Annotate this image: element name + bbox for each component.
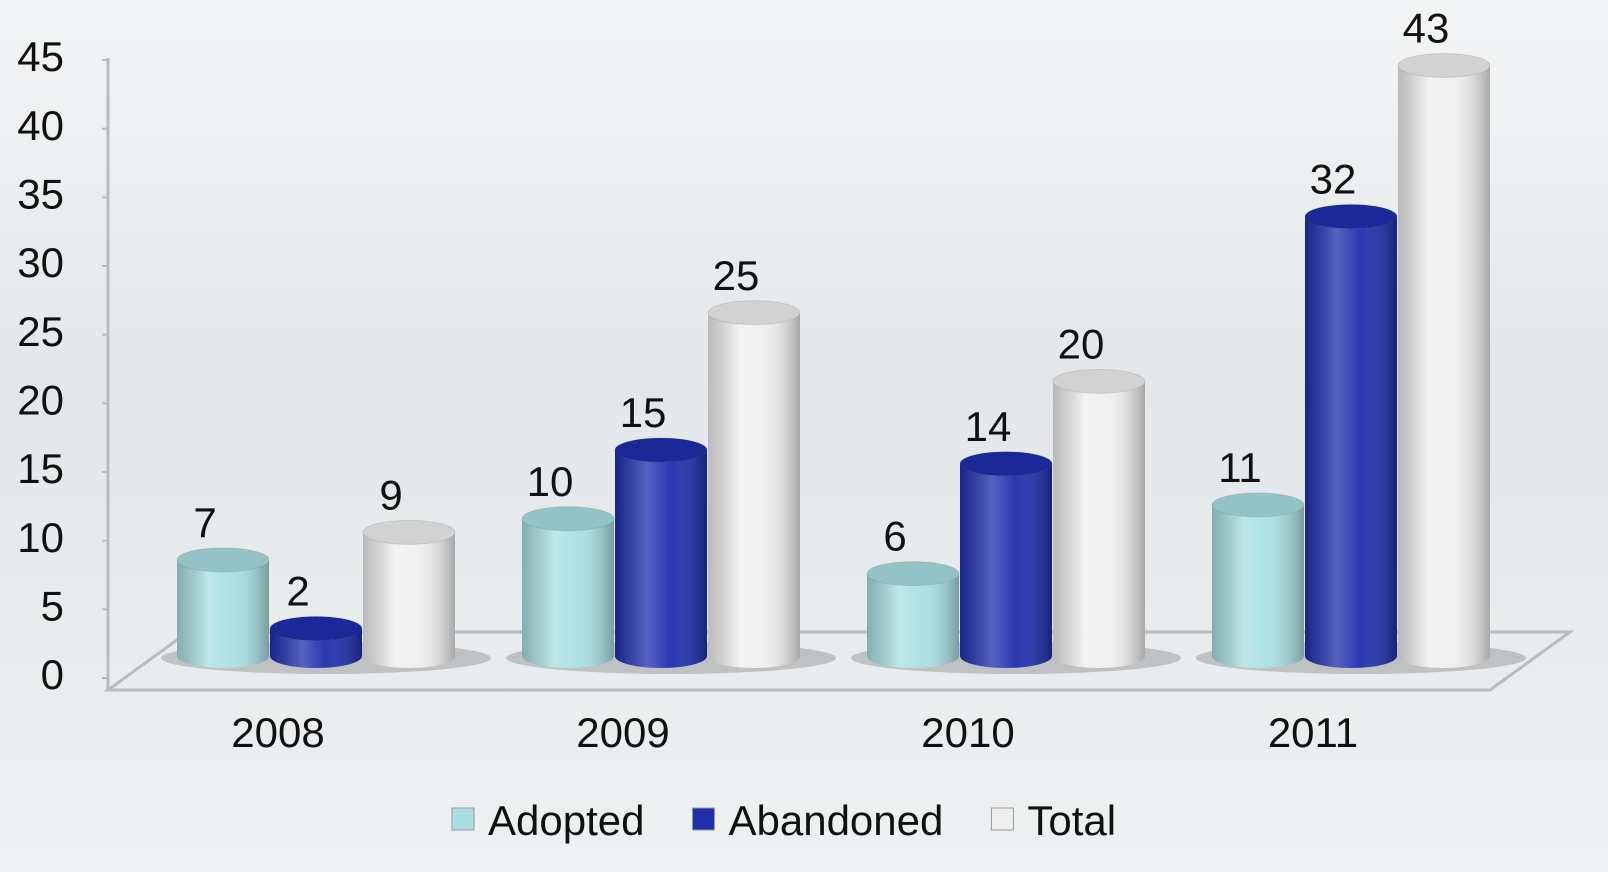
value-label: 7: [193, 499, 216, 546]
value-label: 2: [286, 568, 309, 615]
y-tick-label: 0: [41, 651, 64, 698]
bar-cap-shade: [1305, 205, 1397, 229]
value-label: 9: [379, 471, 402, 518]
value-label: 25: [713, 252, 760, 299]
y-tick-label: 35: [17, 170, 64, 217]
value-label: 15: [620, 389, 667, 436]
y-tick-label: 20: [17, 376, 64, 423]
value-label: 11: [1218, 444, 1262, 491]
y-tick-label: 25: [17, 308, 64, 355]
y-tick-label: 5: [41, 582, 64, 629]
bar-shading: [522, 519, 614, 668]
bar-cap-shade: [270, 617, 362, 641]
value-label: 32: [1310, 156, 1357, 203]
bar-cap-shade: [363, 520, 455, 544]
bar-cap-shade: [960, 452, 1052, 476]
value-label: 43: [1403, 5, 1450, 52]
bar-shading: [615, 450, 707, 668]
value-label: 20: [1058, 320, 1105, 367]
legend-label: Abandoned: [728, 797, 943, 844]
bar-cap-shade: [1053, 369, 1145, 393]
page: 0 5 10 15 20 25 30 35 40 45 2008 7 2 9 2009 10 15 25 2010 6…: [0, 0, 1608, 872]
y-tick-label: 15: [17, 445, 64, 492]
chart: 0 5 10 15 20 25 30 35 40 45 2008 7 2 9 2009 10 15 25 2010 6…: [0, 0, 1608, 872]
legend-label: Adopted: [488, 797, 644, 844]
x-tick-label: 2008: [231, 709, 324, 756]
bar-cap-shade: [1212, 493, 1304, 517]
bar-shading: [708, 313, 800, 668]
x-tick-label: 2009: [576, 709, 669, 756]
bar-cap-shade: [615, 438, 707, 462]
bar-shading: [1212, 505, 1304, 668]
value-label: 6: [883, 513, 906, 560]
y-tick-label: 45: [17, 33, 64, 80]
y-tick-label: 30: [17, 239, 64, 286]
bar-shading: [177, 560, 269, 668]
bar-cap-shade: [867, 562, 959, 586]
x-tick-label: 2011: [1268, 709, 1358, 756]
bar-shading: [867, 574, 959, 668]
bar-shading: [1398, 65, 1490, 668]
bar-cap-shade: [522, 507, 614, 531]
bar-shading: [363, 532, 455, 668]
x-tick-label: 2010: [921, 709, 1014, 756]
legend-swatch: [991, 808, 1013, 830]
legend-label: Total: [1027, 797, 1116, 844]
bar-shading: [1305, 217, 1397, 668]
y-tick-label: 40: [17, 102, 64, 149]
legend-swatch: [452, 808, 474, 830]
bar-shading: [960, 464, 1052, 668]
bar-cap-shade: [177, 548, 269, 572]
bar-shading: [1053, 381, 1145, 668]
bar-cap-shade: [708, 301, 800, 325]
value-label: 14: [965, 403, 1012, 450]
legend-swatch: [692, 808, 714, 830]
y-tick-label: 10: [17, 514, 64, 561]
value-label: 10: [527, 458, 574, 505]
bar-cap-shade: [1398, 53, 1490, 77]
